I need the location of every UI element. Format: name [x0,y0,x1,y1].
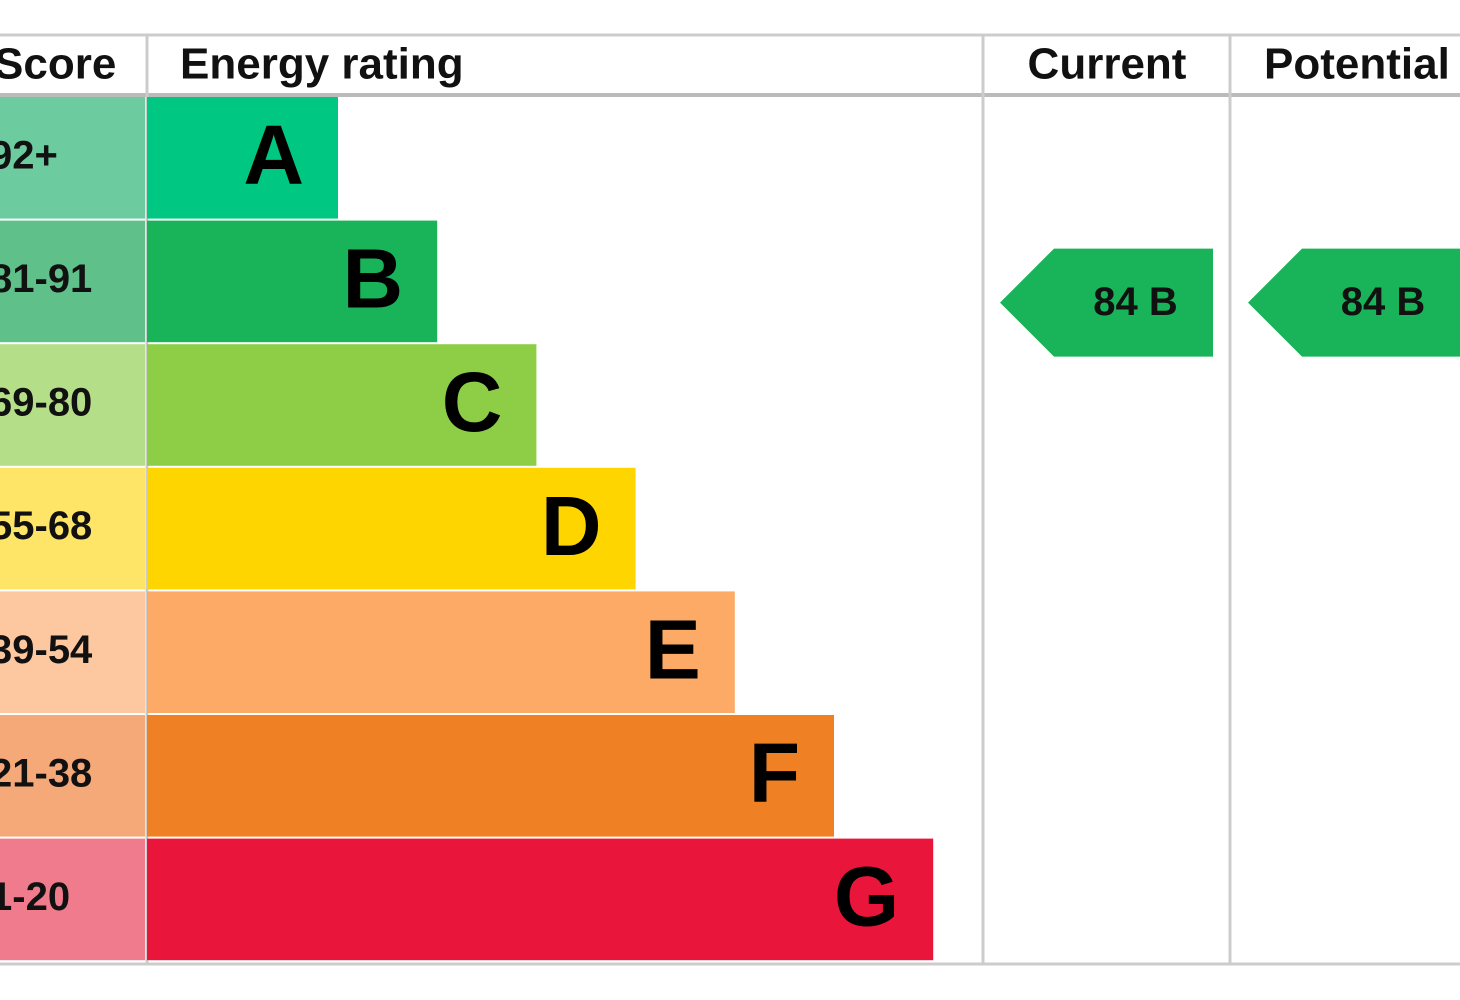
score-cell [0,467,145,590]
score-cell [0,591,145,713]
score-cell [0,97,145,219]
score-cell [0,344,145,466]
rating-bar [147,97,338,219]
score-cell [0,715,145,837]
rating-letter: C [442,355,503,449]
score-cell [0,838,145,961]
rating-bar [147,715,834,837]
current-arrow [1000,248,1213,357]
rating-letter: A [243,108,304,202]
rating-bar [147,220,438,343]
rating-letter: F [749,726,800,820]
rating-letter: G [834,850,899,944]
rating-bar [147,467,636,590]
score-range: 69-80 [0,381,92,425]
rating-bar [147,591,735,713]
rating-letter: E [645,602,701,696]
score-range: 81-91 [0,257,92,301]
rating-letter: B [343,232,404,326]
potential-header: Potential [1264,40,1450,89]
potential-arrow [1248,248,1460,357]
potential-label: 84 B [1341,280,1426,324]
score-range: 92+ [0,133,58,177]
current-header: Current [1028,40,1187,89]
score-cell [0,220,145,343]
score-range: 1-20 [0,875,70,919]
score-header: Score [0,40,116,89]
rating-bar [147,344,537,466]
score-range: 39-54 [0,628,93,672]
score-range: 55-68 [0,504,92,548]
rating-header: Energy rating [180,40,464,89]
rating-letter: D [541,479,602,573]
rating-bar [147,838,934,961]
score-range: 21-38 [0,751,92,795]
current-label: 84 B [1093,280,1178,324]
